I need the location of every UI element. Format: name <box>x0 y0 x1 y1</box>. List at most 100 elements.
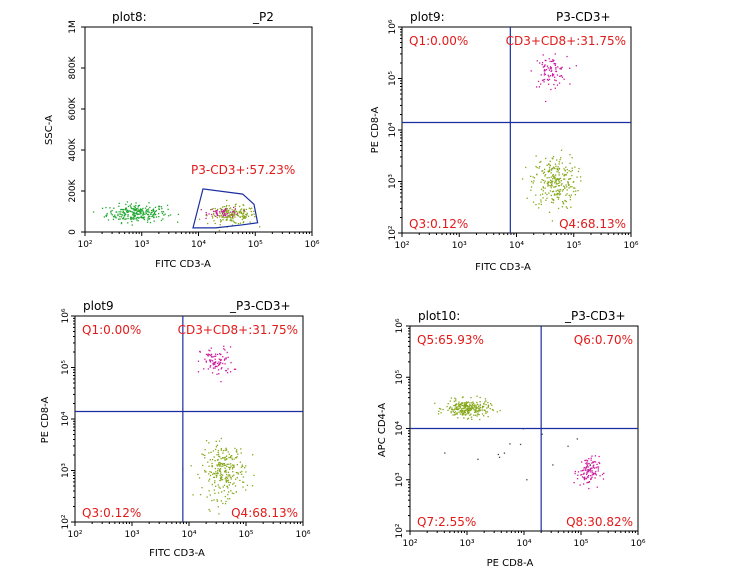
event-dot <box>245 215 247 218</box>
event-dot <box>562 203 565 205</box>
event-dot <box>252 454 254 456</box>
event-dot <box>212 356 214 358</box>
event-dot <box>209 510 211 512</box>
event-dot <box>213 210 215 213</box>
event-dot <box>115 217 117 219</box>
event-dot <box>126 211 128 214</box>
event-dot <box>225 448 228 451</box>
event-dot <box>456 407 458 409</box>
event-dot <box>471 418 473 420</box>
event-dot <box>212 364 215 366</box>
event-dot <box>591 474 593 476</box>
event-dot <box>462 404 464 407</box>
event-dot <box>540 203 542 206</box>
event-dot <box>542 54 544 56</box>
event-dot <box>474 404 476 406</box>
event-dot <box>158 205 160 208</box>
event-dot <box>207 368 209 370</box>
event-dot <box>226 463 228 465</box>
event-dot <box>133 211 135 213</box>
event-dot <box>140 215 142 217</box>
event-dot <box>587 466 589 468</box>
event-dot <box>567 445 569 447</box>
event-dot <box>211 208 213 211</box>
event-dot <box>478 409 480 412</box>
event-dot <box>469 404 471 406</box>
event-dot <box>483 403 485 405</box>
event-dot <box>555 181 557 183</box>
event-dot <box>597 468 599 470</box>
event-dot <box>209 365 212 367</box>
event-dot <box>208 508 210 511</box>
event-dot <box>563 168 565 170</box>
event-dot <box>224 495 226 498</box>
event-dot <box>125 207 127 209</box>
event-dot <box>105 215 107 217</box>
event-dot <box>233 458 235 460</box>
event-dot <box>584 466 586 469</box>
event-dot <box>162 218 164 220</box>
event-dot <box>559 189 561 191</box>
event-dot <box>231 209 233 211</box>
event-dot <box>476 415 478 417</box>
event-dot <box>544 187 546 189</box>
event-dot <box>222 502 224 505</box>
event-dot <box>561 206 563 208</box>
event-dot <box>214 355 216 357</box>
event-dot <box>152 215 154 217</box>
event-dot <box>556 159 558 161</box>
event-dot <box>472 404 474 406</box>
plot-frame <box>401 26 632 234</box>
event-dot <box>225 213 227 216</box>
event-dot <box>546 193 548 196</box>
event-dot <box>565 206 567 208</box>
event-dot <box>530 186 533 188</box>
event-dot <box>138 210 140 212</box>
event-dot <box>578 167 580 170</box>
event-dot <box>214 467 216 470</box>
event-dot <box>109 207 111 209</box>
event-dot <box>221 206 224 208</box>
event-dot <box>251 214 253 216</box>
event-dot <box>151 209 153 212</box>
event-dot <box>556 168 558 171</box>
event-dot <box>209 359 211 361</box>
event-dot <box>540 160 542 163</box>
event-dot <box>230 218 232 220</box>
event-dot <box>237 212 239 214</box>
event-dot <box>237 214 239 216</box>
event-dot <box>467 412 470 414</box>
event-dot <box>460 403 462 405</box>
event-dot <box>584 469 586 471</box>
event-dot <box>161 212 164 215</box>
event-dot <box>124 218 126 221</box>
event-dot <box>126 201 129 203</box>
event-dot <box>552 464 554 466</box>
event-dot <box>477 403 479 406</box>
event-dot <box>230 478 232 480</box>
event-dot <box>235 210 237 212</box>
event-dot <box>590 471 592 473</box>
event-dot <box>582 469 585 471</box>
event-dot <box>465 409 467 411</box>
event-dot <box>585 478 587 480</box>
event-dot <box>483 405 485 408</box>
event-dot <box>221 367 223 369</box>
event-dot <box>232 216 234 218</box>
event-dot <box>217 364 220 367</box>
event-dot <box>437 413 440 415</box>
event-dot <box>576 478 579 480</box>
event-dot <box>574 470 576 473</box>
event-dot <box>143 218 145 220</box>
event-dot <box>225 469 227 471</box>
event-dot <box>453 412 455 414</box>
event-dot <box>551 60 553 63</box>
event-dot <box>223 205 225 208</box>
event-dot <box>217 506 219 508</box>
event-dot <box>210 347 212 349</box>
event-dot <box>545 157 547 160</box>
event-dot <box>169 214 172 216</box>
event-dot <box>531 180 533 183</box>
event-dot <box>541 79 544 82</box>
event-dot <box>550 181 552 184</box>
